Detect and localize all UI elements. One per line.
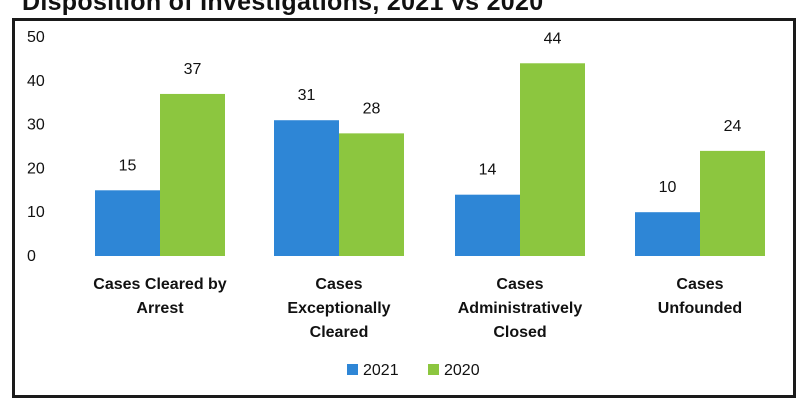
bar-2020 bbox=[520, 63, 585, 256]
bar-2021 bbox=[95, 190, 160, 256]
x-category-label: Exceptionally bbox=[287, 300, 390, 317]
bar-2021 bbox=[274, 120, 339, 256]
bar-2021 bbox=[635, 212, 700, 256]
data-label: 37 bbox=[184, 61, 202, 78]
data-label: 44 bbox=[544, 30, 562, 47]
y-tick-label: 40 bbox=[27, 73, 45, 90]
x-category-label: Cleared bbox=[310, 324, 369, 341]
x-category-label: Administratively bbox=[458, 300, 583, 317]
bar-2020 bbox=[160, 93, 225, 256]
y-tick-label: 0 bbox=[27, 248, 36, 265]
y-tick-label: 10 bbox=[27, 204, 45, 221]
data-label: 10 bbox=[659, 179, 677, 196]
x-category-label: Cases bbox=[676, 276, 723, 293]
data-label: 28 bbox=[363, 100, 381, 117]
x-category-label: Closed bbox=[493, 324, 546, 341]
legend-swatch-2020 bbox=[428, 364, 439, 375]
bar-2021 bbox=[455, 194, 520, 256]
data-label: 14 bbox=[479, 162, 497, 179]
legend-swatch-2021 bbox=[347, 364, 358, 375]
y-tick-label: 30 bbox=[27, 117, 45, 134]
data-label: 31 bbox=[298, 87, 316, 104]
legend-label: 2021 bbox=[363, 362, 399, 379]
bar-2020 bbox=[339, 133, 404, 256]
y-tick-label: 50 bbox=[27, 29, 45, 46]
bar-2020 bbox=[700, 150, 765, 256]
x-category-label: Cases Cleared by bbox=[93, 276, 227, 293]
x-category-label: Cases bbox=[315, 276, 362, 293]
chart-title: Disposition of Investigations, 2021 vs 2… bbox=[22, 0, 544, 16]
y-tick-label: 20 bbox=[27, 160, 45, 177]
data-label: 15 bbox=[119, 157, 137, 174]
data-label: 24 bbox=[724, 118, 742, 135]
legend-label: 2020 bbox=[444, 362, 480, 379]
x-category-label: Arrest bbox=[136, 300, 184, 317]
x-category-label: Unfounded bbox=[658, 300, 742, 317]
x-category-label: Cases bbox=[496, 276, 543, 293]
